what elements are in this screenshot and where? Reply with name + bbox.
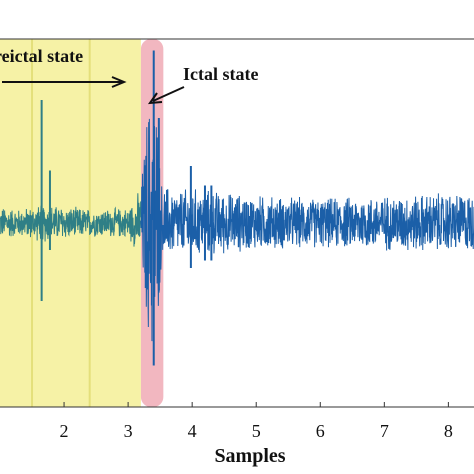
x-axis-label: Samples	[214, 445, 285, 467]
annotations: reictal state Ictal state	[0, 46, 258, 105]
x-tick-label: 6	[316, 421, 325, 441]
preictal-state-label: reictal state	[0, 46, 83, 66]
x-tick-label: 2	[60, 421, 69, 441]
x-ticks: 2 3 4 5 6 7 8	[60, 402, 453, 441]
preictal-arrowhead	[111, 76, 127, 88]
ictal-state-label: Ictal state	[183, 64, 258, 84]
signal-trace	[140, 118, 474, 342]
axes	[0, 38, 474, 408]
x-tick-label: 3	[124, 421, 133, 441]
x-tick-label: 4	[188, 421, 197, 441]
ictal-arrow	[152, 86, 185, 102]
x-tick-label: 5	[252, 421, 261, 441]
x-tick-label: 8	[444, 421, 453, 441]
signal-trace-preictal	[0, 193, 142, 247]
ictal-arrowhead	[147, 92, 163, 105]
x-tick-label: 7	[380, 421, 389, 441]
